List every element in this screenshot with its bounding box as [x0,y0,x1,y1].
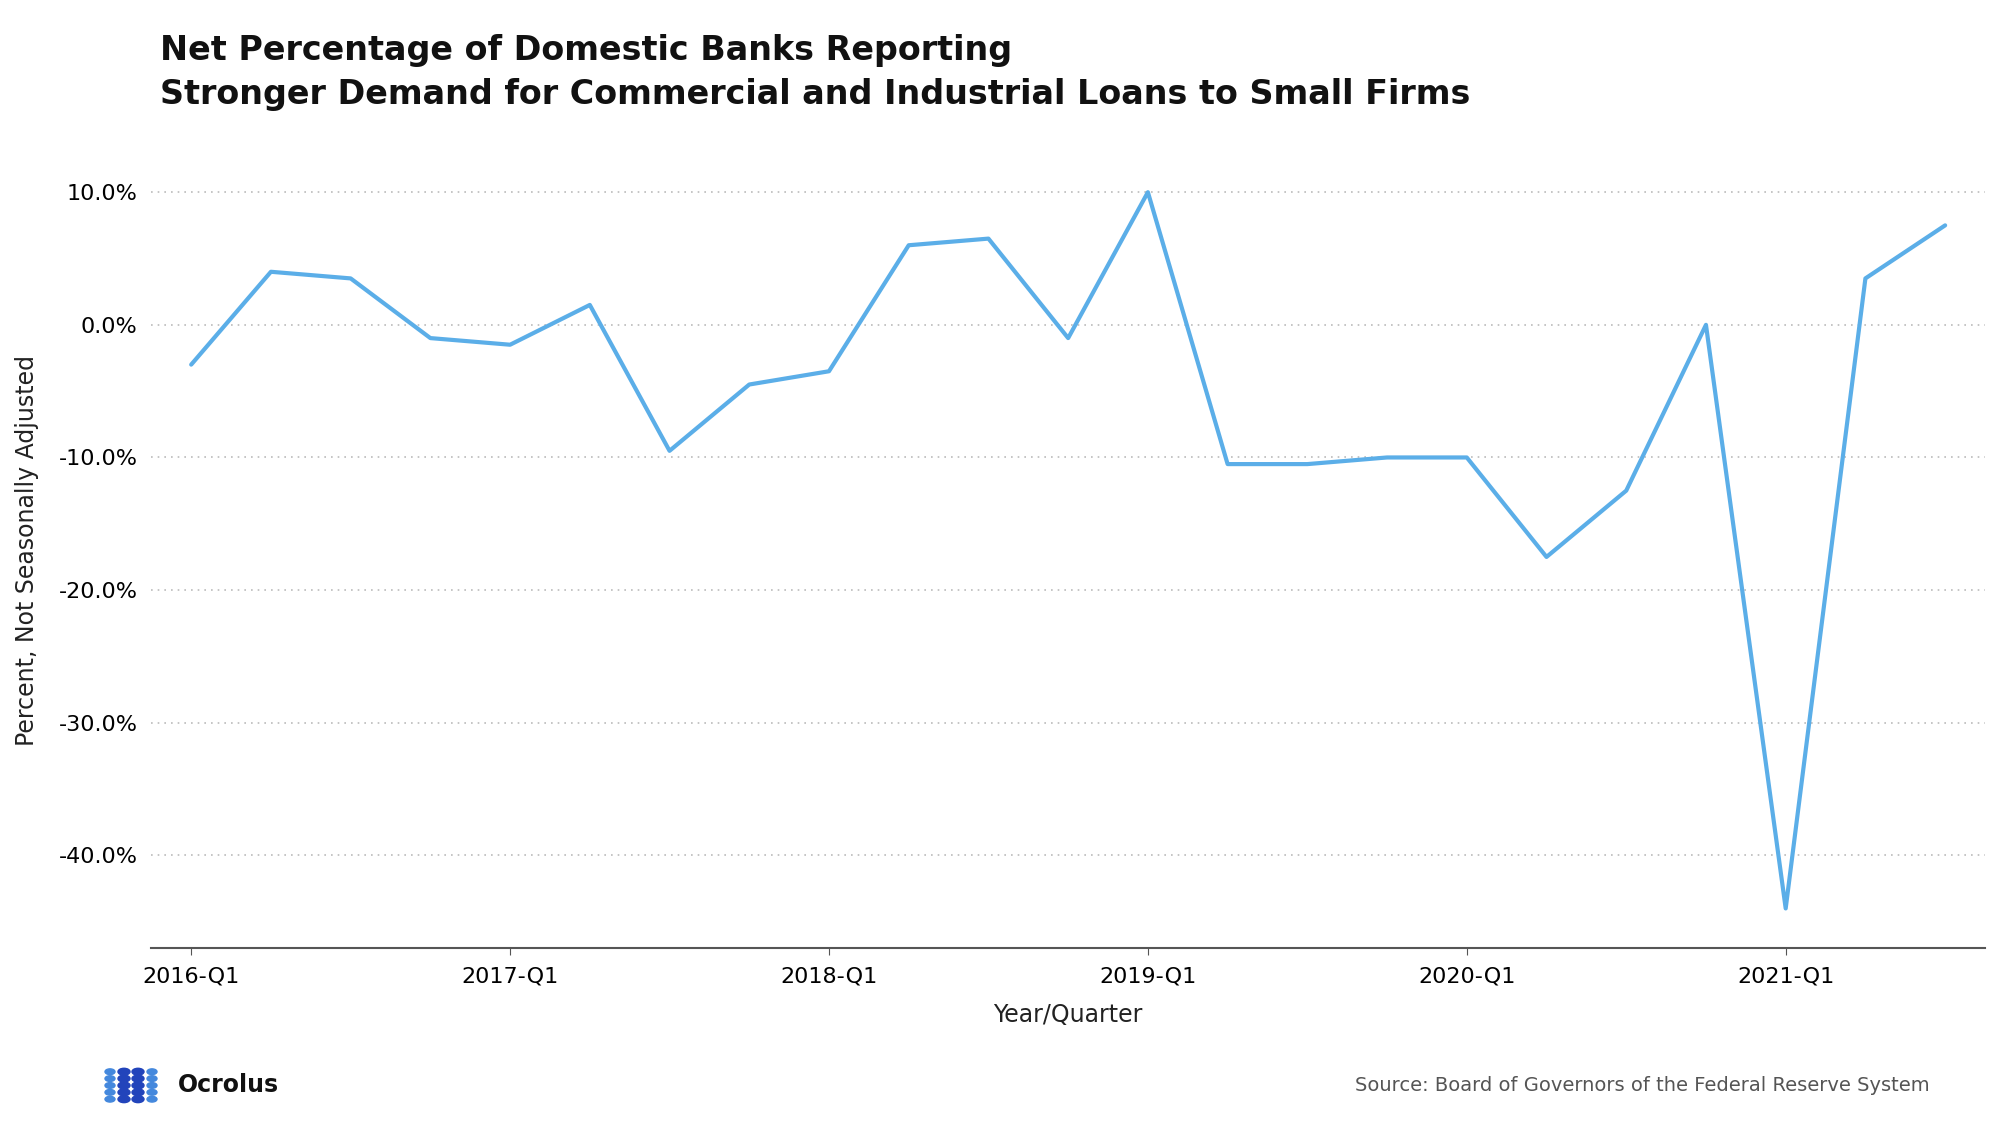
X-axis label: Year/Quarter: Year/Quarter [994,1003,1142,1027]
Text: Source: Board of Governors of the Federal Reserve System: Source: Board of Governors of the Federa… [1356,1076,1930,1095]
Text: Ocrolus: Ocrolus [178,1074,280,1097]
Text: Net Percentage of Domestic Banks Reporting
Stronger Demand for Commercial and In: Net Percentage of Domestic Banks Reporti… [160,34,1470,111]
Y-axis label: Percent, Not Seasonally Adjusted: Percent, Not Seasonally Adjusted [14,355,40,745]
